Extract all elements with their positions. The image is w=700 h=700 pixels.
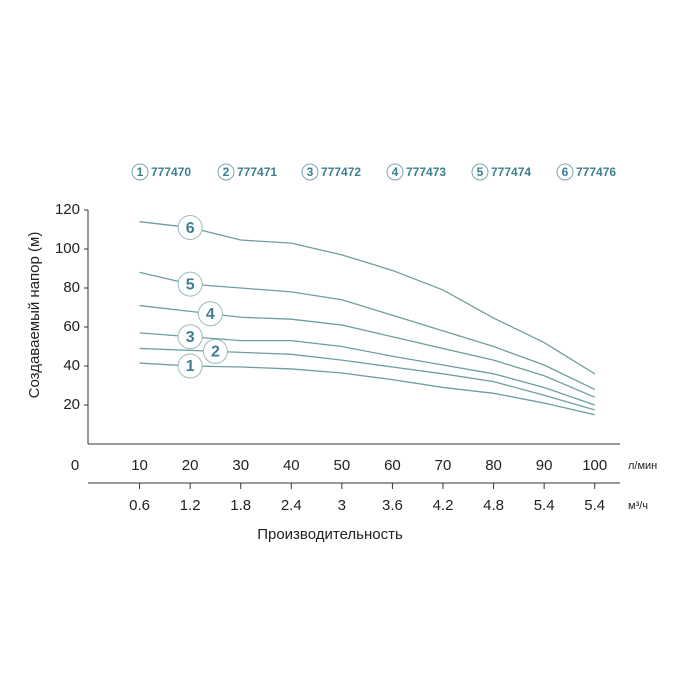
y-tick-label: 100 [55,240,80,257]
legend-badge-label: 5 [477,165,484,179]
curve-label-bg [177,215,203,241]
legend-badge-label: 1 [137,165,144,179]
x2-tick-label: 0.6 [129,497,150,514]
curve-label-bg [202,338,228,364]
x2-tick-label: 5.4 [584,497,605,514]
x-tick-label: 0 [71,457,79,474]
curve-label: 3 [186,329,195,346]
curve-label: 1 [186,358,195,375]
y-tick-label: 20 [63,396,80,413]
x2-tick-label: 4.8 [483,497,504,514]
x-tick-label: 10 [131,457,148,474]
x-axis-title: Производительность [257,526,403,543]
x2-tick-label: 4.2 [433,497,454,514]
legend-badge [386,163,404,181]
x-tick-label: 50 [334,457,351,474]
curve-label-bg [177,324,203,350]
curve-label: 5 [186,276,195,293]
y-axis-title: Создаваемый напор (м) [26,232,43,399]
x2-tick-label: 1.8 [230,497,251,514]
x-tick-label: 70 [435,457,452,474]
x2-tick-label: 5.4 [534,497,555,514]
y-tick-label: 120 [55,201,80,218]
legend-badge [301,163,319,181]
x-tick-label: 30 [232,457,249,474]
x2-tick-label: 1.2 [180,497,201,514]
x-tick-label: 90 [536,457,553,474]
legend-badge-label: 3 [307,165,314,179]
curve-label: 6 [186,220,195,237]
legend-label: 777473 [406,165,446,179]
x-tick-label: 40 [283,457,300,474]
x-tick-label: 100 [582,457,607,474]
y-tick-label: 60 [63,318,80,335]
legend-label: 777474 [491,165,531,179]
legend-badge [131,163,149,181]
line [139,362,595,416]
curve-label-bg [177,271,203,297]
x-tick-label: 80 [485,457,502,474]
curve-label-bg [197,301,223,327]
legend-badge [217,163,235,181]
legend-label: 777470 [151,165,191,179]
legend-label: 777472 [321,165,361,179]
x2-tick-label: 3.6 [382,497,403,514]
x2-tick-label: 3 [338,497,346,514]
y-tick-label: 80 [63,279,80,296]
line [139,221,596,375]
legend-badge-label: 2 [223,165,230,179]
x-unit: л/мин [628,460,657,472]
line [139,332,595,406]
y-tick-label: 40 [63,357,80,374]
legend-label: 777471 [237,165,277,179]
legend-badge-label: 6 [562,165,569,179]
legend-label: 777476 [576,165,616,179]
x-tick-label: 60 [384,457,401,474]
legend-badge [556,163,574,181]
x2-tick-label: 2.4 [281,497,302,514]
x2-unit: м³/ч [628,500,648,512]
x-tick-label: 20 [182,457,199,474]
legend-badge-label: 4 [392,165,399,179]
curve-label-bg [177,353,203,379]
line [139,271,595,390]
legend-badge [471,163,489,181]
curve-label: 4 [206,306,215,323]
curve-label: 2 [211,344,220,361]
